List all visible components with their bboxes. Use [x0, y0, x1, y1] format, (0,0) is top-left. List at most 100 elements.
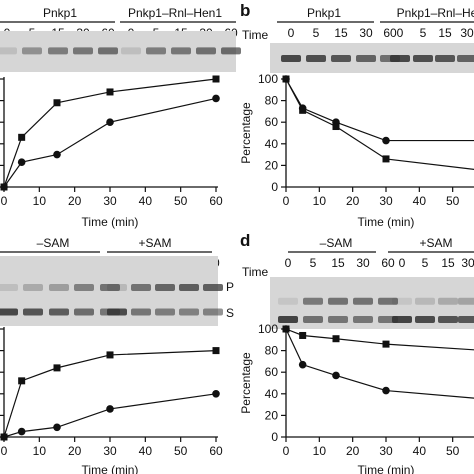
data-point-circle — [17, 158, 26, 166]
x-tick-label: 20 — [68, 444, 82, 458]
data-point-circle — [332, 371, 340, 380]
x-tick-label: 60 — [209, 444, 223, 458]
y-tick-label: 0 — [271, 430, 278, 444]
gel-band-upper — [74, 284, 94, 291]
gel-band-upper — [155, 284, 175, 291]
series-line-square — [3, 350, 217, 438]
gel-band-upper — [203, 284, 223, 291]
series-line-square — [285, 328, 474, 351]
y-tick-label: 20 — [265, 408, 279, 422]
x-tick-label: 40 — [139, 444, 153, 458]
gel-band — [281, 55, 301, 62]
gel-band-lower — [74, 308, 94, 316]
gel-band — [48, 47, 68, 55]
x-axis-label: Time (min) — [358, 215, 415, 229]
gel-band — [306, 55, 326, 62]
x-tick-label: 30 — [103, 194, 117, 208]
data-point-circle — [298, 360, 307, 369]
lane-label: 5 — [420, 26, 427, 40]
gel-band-lower — [458, 316, 474, 323]
gel-band-lower — [438, 316, 458, 323]
lane-label: 5 — [422, 256, 429, 270]
gel-band-lower — [107, 308, 127, 316]
lane-label: 15 — [331, 256, 345, 270]
gel-band — [22, 47, 42, 55]
gel-side-label: P — [226, 280, 234, 294]
x-tick-label: 10 — [313, 194, 327, 208]
gel-band-upper — [438, 297, 458, 305]
data-point-square — [53, 99, 61, 107]
x-tick-label: 40 — [139, 194, 153, 208]
gel-band-upper — [107, 284, 127, 291]
gel-band-upper — [179, 284, 199, 291]
data-point-square — [332, 335, 340, 343]
lane-label: 0 — [288, 26, 295, 40]
lane-label: 0 — [397, 26, 404, 40]
lane-label: 5 — [310, 256, 317, 270]
data-point-circle — [0, 183, 8, 191]
y-tick-label: 100 — [258, 322, 278, 336]
data-point-circle — [106, 118, 114, 126]
y-tick-label: 20 — [265, 158, 279, 172]
group-label: Pnkp1–Rnl–Hen1 — [128, 6, 222, 20]
gel-band — [146, 47, 166, 55]
data-point-circle — [17, 427, 26, 436]
gel-band — [121, 47, 141, 55]
data-point-square — [18, 377, 26, 385]
series-line-circle — [3, 393, 217, 438]
gel-band-lower — [328, 316, 348, 323]
gel-side-label: S — [226, 306, 234, 320]
gel-band-upper — [100, 284, 120, 291]
x-tick-label: 0 — [1, 444, 8, 458]
group-label: Pnkp1 — [307, 6, 341, 20]
y-tick-label: 60 — [265, 115, 279, 129]
gel-band-lower — [155, 308, 175, 316]
gel-band-upper — [328, 297, 348, 305]
x-tick-label: 50 — [446, 444, 460, 458]
data-point-circle — [212, 390, 220, 398]
series-line-square — [285, 78, 474, 170]
data-point-circle — [0, 433, 8, 441]
lane-label: 0 — [399, 256, 406, 270]
gel-band-upper — [278, 297, 298, 305]
gel-band — [390, 55, 410, 62]
gel-band-upper — [378, 297, 398, 305]
gel-band-upper — [49, 284, 69, 291]
gel-band-lower — [49, 308, 69, 316]
gel-band-lower — [0, 308, 18, 316]
gel-band-upper — [23, 284, 43, 291]
group-label: +SAM — [138, 236, 171, 250]
y-tick-label: 0 — [271, 180, 278, 194]
gel-band-lower — [131, 308, 151, 316]
x-tick-label: 10 — [33, 444, 47, 458]
series-line-circle — [3, 97, 217, 188]
gel-band-lower — [353, 316, 373, 323]
lane-label: 30 — [356, 256, 370, 270]
panel-letter-b: b — [240, 1, 250, 20]
gel-band — [331, 55, 351, 62]
lane-label: 5 — [313, 26, 320, 40]
gel-band-lower — [203, 308, 223, 316]
time-label: Time — [242, 28, 269, 42]
lane-label: 30 — [461, 256, 474, 270]
gel-band — [73, 47, 93, 55]
data-point-circle — [382, 386, 390, 395]
x-tick-label: 30 — [379, 444, 393, 458]
group-label: Pnkp1–Rnl–He — [397, 6, 474, 20]
gel-band — [413, 55, 433, 62]
y-axis-label: Percentage — [239, 102, 253, 164]
data-point-square — [299, 331, 307, 339]
series-line-circle — [285, 78, 474, 142]
x-axis-label: Time (min) — [82, 463, 139, 474]
data-point-circle — [212, 94, 220, 103]
data-point-circle — [282, 325, 290, 333]
data-point-square — [106, 351, 114, 359]
gel-band — [221, 47, 241, 55]
gel-band-upper — [0, 284, 18, 291]
panel-letter-d: d — [240, 231, 250, 250]
y-tick-label: 80 — [265, 344, 279, 358]
lane-label: 30 — [359, 26, 373, 40]
lane-label: 15 — [441, 256, 455, 270]
